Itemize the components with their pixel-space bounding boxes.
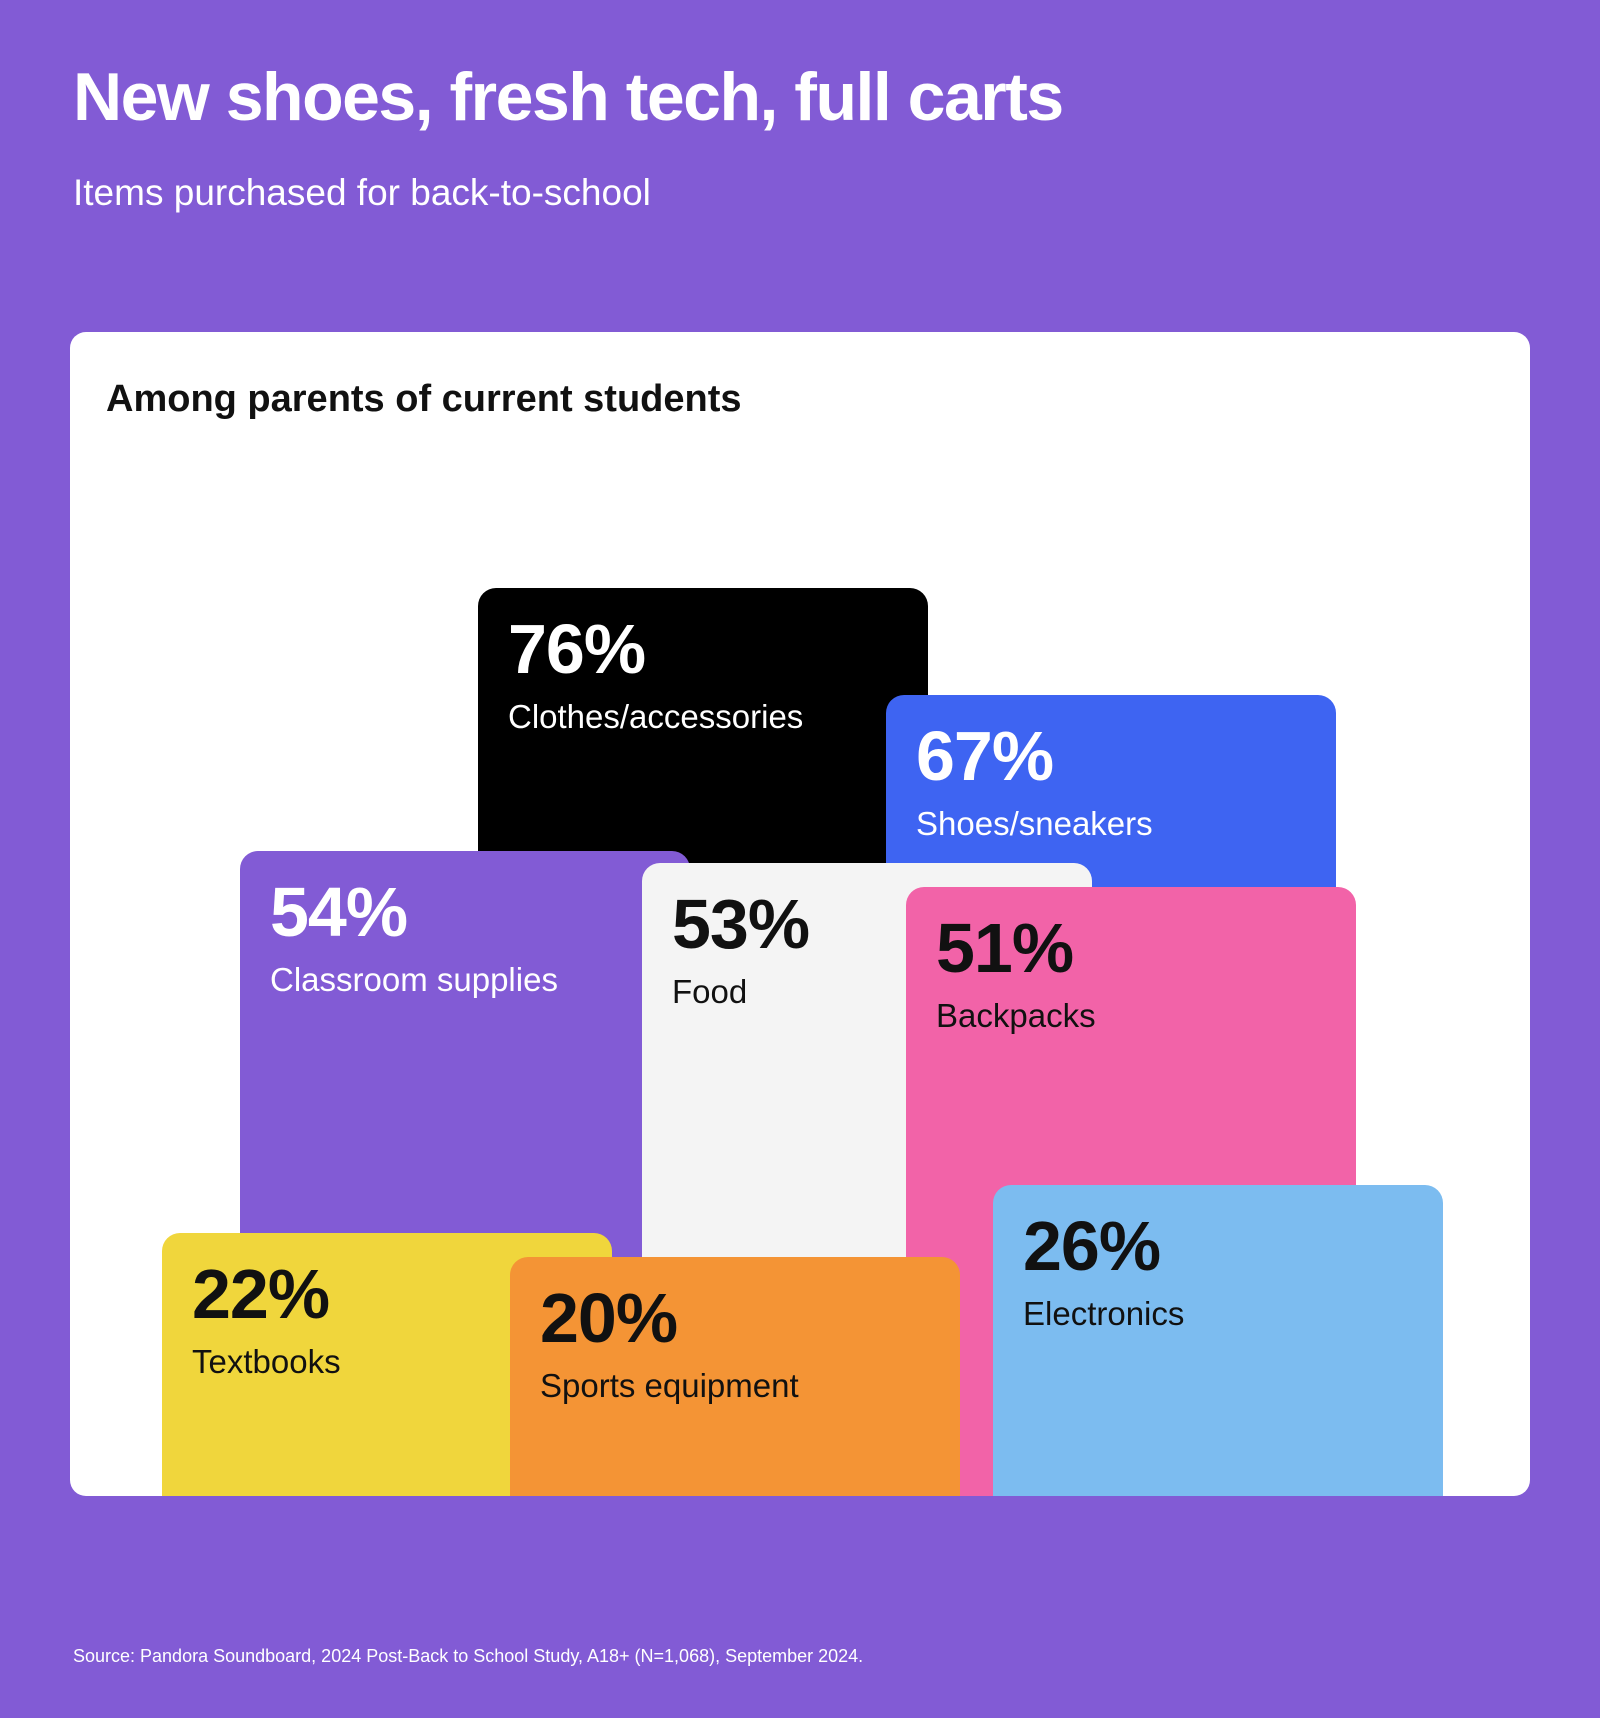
- bar-category-label: Food: [672, 972, 748, 1010]
- source-note: Source: Pandora Soundboard, 2024 Post-Ba…: [73, 1646, 864, 1666]
- bar-electronics: 26% Electronics: [993, 1185, 1443, 1496]
- bar-category-label: Electronics: [1023, 1295, 1185, 1333]
- chart-title: New shoes, fresh tech, full carts: [73, 59, 1064, 135]
- bar-value-label: 51%: [936, 908, 1074, 987]
- bar-value-label: 67%: [916, 717, 1054, 796]
- chart-subtitle: Items purchased for back-to-school: [73, 172, 651, 213]
- bar-category-label: Shoes/sneakers: [916, 805, 1153, 843]
- bar-value-label: 20%: [540, 1279, 678, 1357]
- bar-value-label: 22%: [192, 1255, 330, 1334]
- bar-value-label: 76%: [508, 609, 646, 688]
- bar-value-label: 54%: [270, 872, 408, 951]
- bar-value-label: 53%: [672, 884, 810, 963]
- bar-category-label: Backpacks: [936, 996, 1096, 1034]
- bar-value-label: 26%: [1023, 1207, 1161, 1286]
- bar-sports-equipment: 20% Sports equipment: [510, 1257, 960, 1496]
- bar-category-label: Clothes/accessories: [508, 697, 804, 735]
- bar-category-label: Textbooks: [192, 1343, 341, 1381]
- chart-card: Among parents of current students 76% Clo…: [70, 332, 1530, 1496]
- bar-category-label: Sports equipment: [540, 1367, 799, 1404]
- card-heading: Among parents of current students: [106, 378, 742, 420]
- bar-category-label: Classroom supplies: [270, 960, 558, 998]
